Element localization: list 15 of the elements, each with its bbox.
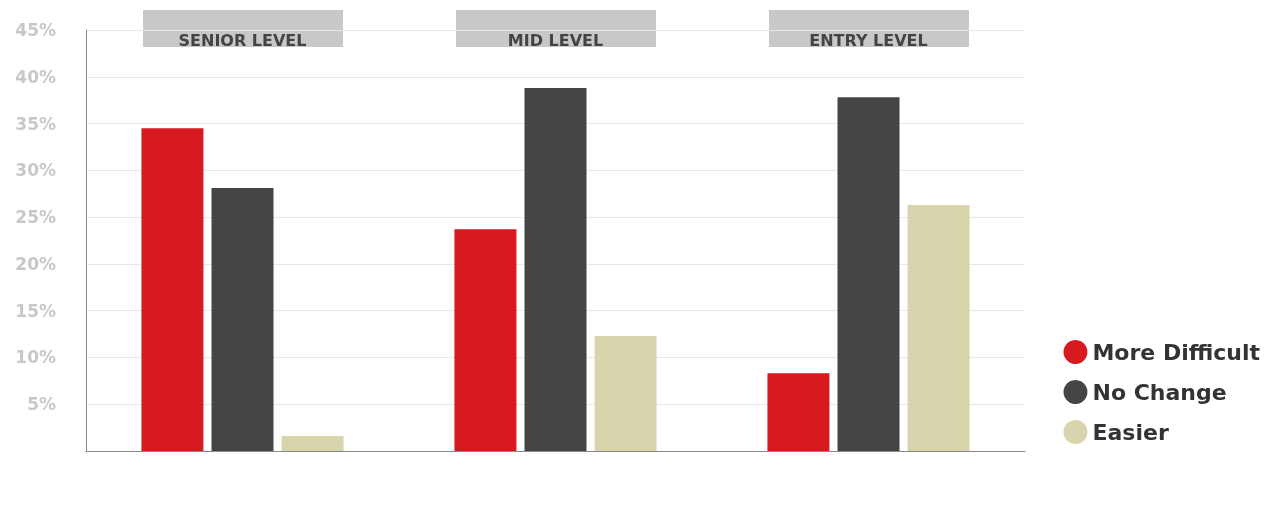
bar [211, 188, 274, 451]
bar [594, 335, 657, 451]
bar [767, 373, 830, 451]
bar [141, 128, 204, 451]
x-tick-label: ENTRY LEVEL [809, 30, 928, 50]
x-tick-label: SENIOR LEVEL [178, 30, 307, 50]
bar [524, 88, 587, 451]
legend-label: Easier [1092, 419, 1169, 445]
legend-label: No Change [1092, 379, 1227, 405]
bar [837, 97, 900, 451]
bar [907, 204, 970, 451]
bar [281, 436, 344, 451]
bar [454, 229, 517, 451]
x-tick-label: MID LEVEL [507, 30, 604, 50]
legend-label: More Difficult [1092, 339, 1261, 365]
